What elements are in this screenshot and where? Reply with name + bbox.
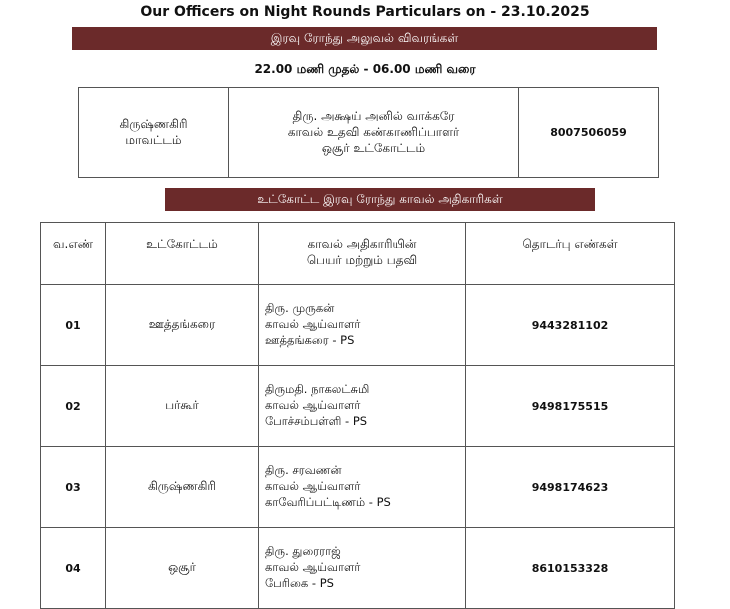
- timing: 22.00 மணி முதல் - 06.00 மணி வரை: [254, 62, 476, 76]
- banner: இரவு ரோந்து அலுவல் விவரங்கள்: [72, 27, 657, 50]
- serial: 03: [40, 446, 106, 528]
- row: 01 ஊத்தங்கரை திரு. முருகன் காவல் ஆய்வாளர் ஊத…: [40, 284, 675, 366]
- phone: 8610153328: [465, 527, 675, 609]
- line: கிருஷ்ணகிரி: [119, 116, 188, 131]
- officer: திரு. சரவணன் காவல் ஆய்வாளர் காவேரிப்பட்டிண…: [258, 446, 466, 528]
- phone: 9443281102: [465, 284, 675, 366]
- row: 04 ஒசூர் திரு. துரைராஜ் காவல் ஆய்வாளர் பேரிக…: [40, 527, 675, 609]
- page: Our Officers on Night Rounds Particulars…: [40, 4, 675, 609]
- subdivision: ஊத்தங்கரை: [105, 284, 259, 366]
- line: போச்சம்பள்ளி - PS: [265, 414, 368, 428]
- phone: 8007506059: [518, 87, 659, 178]
- line: ஒசூர் உட்கோட்டம்: [321, 140, 426, 155]
- column-header: வ.எண்: [40, 222, 106, 285]
- line: காவல் உதவி கண்காணிப்பாளர்: [287, 124, 460, 139]
- line: திரு. முருகன்: [265, 301, 335, 315]
- line: காவல் ஆய்வாளர்: [265, 560, 361, 574]
- column-header: உட்கோட்டம்: [105, 222, 259, 285]
- line: திருமதி. நாகலட்சுமி: [265, 382, 370, 396]
- serial: 01: [40, 284, 106, 366]
- column-header: காவல் அதிகாரியின் பெயர் மற்றும் பதவி: [258, 222, 466, 285]
- line: மாவட்டம்: [125, 132, 182, 147]
- officer: திருமதி. நாகலட்சுமி காவல் ஆய்வாளர் போச்சம்…: [258, 365, 466, 447]
- serial: 04: [40, 527, 106, 609]
- district-table: கிருஷ்ணகிரி மாவட்டம் திரு. அக்ஷய் அனில் வ…: [78, 87, 659, 178]
- officer: திரு. முருகன் காவல் ஆய்வாளர் ஊத்தங்கரை - P…: [258, 284, 466, 366]
- phone: 9498174623: [465, 446, 675, 528]
- banner: உட்கோட்ட இரவு ரோந்து காவல் அதிகாரிகள்: [165, 188, 595, 211]
- subdivision: பர்கூர்: [105, 365, 259, 447]
- line: காவல் அதிகாரியின்: [307, 237, 417, 251]
- row: 02 பர்கூர் திருமதி. நாகலட்சுமி காவல் ஆய்வாள…: [40, 365, 675, 447]
- subdivision: கிருஷ்ணகிரி: [105, 446, 259, 528]
- officer: திரு. துரைராஜ் காவல் ஆய்வாளர் பேரிகை - PS: [258, 527, 466, 609]
- officer-table: வ.எண் உட்கோட்டம் காவல் அதிகாரியின் பெயர் மற…: [40, 222, 675, 609]
- phone: 9498175515: [465, 365, 675, 447]
- line: திரு. துரைராஜ்: [265, 544, 341, 558]
- line: காவல் ஆய்வாளர்: [265, 317, 361, 331]
- line: பேரிகை - PS: [265, 576, 334, 590]
- subdivision: ஒசூர்: [105, 527, 259, 609]
- officer: திரு. அக்ஷய் அனில் வாக்கரே காவல் உதவி கண்…: [228, 87, 519, 178]
- title: Our Officers on Night Rounds Particulars…: [140, 4, 590, 20]
- serial: 02: [40, 365, 106, 447]
- line: பெயர் மற்றும் பதவி: [306, 253, 418, 267]
- line: காவேரிப்பட்டிணம் - PS: [265, 495, 391, 509]
- line: திரு. அக்ஷய் அனில் வாக்கரே: [292, 108, 455, 123]
- line: ஊத்தங்கரை - PS: [265, 333, 355, 347]
- line: காவல் ஆய்வாளர்: [265, 479, 361, 493]
- line: திரு. சரவணன்: [265, 463, 342, 477]
- row: 03 கிருஷ்ணகிரி திரு. சரவணன் காவல் ஆய்வாளர் க…: [40, 446, 675, 528]
- area: கிருஷ்ணகிரி மாவட்டம்: [78, 87, 229, 178]
- header-row: வ.எண் உட்கோட்டம் காவல் அதிகாரியின் பெயர் மற…: [40, 222, 675, 285]
- line: காவல் ஆய்வாளர்: [265, 398, 361, 412]
- column-header: தொடர்பு எண்கள்: [465, 222, 675, 285]
